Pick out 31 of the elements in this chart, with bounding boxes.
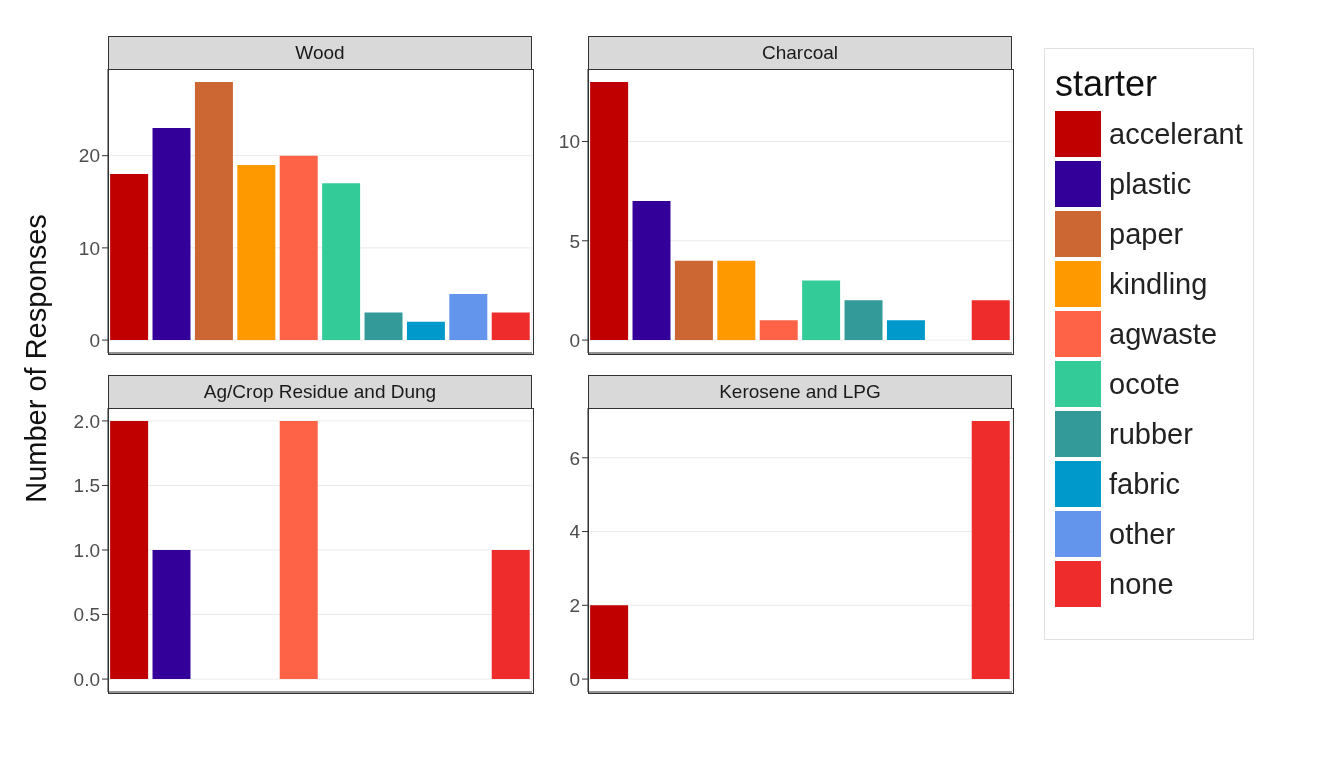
legend-label: plastic [1109,167,1192,201]
y-tick-label: 0.5 [73,604,100,626]
y-tick-label: 6 [569,447,580,469]
y-tick-label: 0 [569,329,580,351]
legend-label: fabric [1109,467,1180,501]
y-tick-label: 10 [78,237,100,259]
legend-label: ocote [1109,367,1180,401]
chart-title: Kerosene and LPG [588,375,1012,408]
y-tick-label: 10 [558,131,580,153]
y-tick-label: 1.5 [73,475,100,497]
chart-title: Charcoal [588,36,1012,69]
y-tick-label: 0.0 [73,668,100,690]
y-tick-label: 4 [569,521,581,543]
legend-title: starter [1055,63,1159,105]
y-tick-label: 0 [569,668,580,690]
legend-label: paper [1109,217,1184,251]
chart-title: Ag/Crop Residue and Dung [108,375,532,408]
legend-label: rubber [1109,417,1193,451]
y-tick-label: 2.0 [73,410,100,432]
y-tick-label: 0 [89,329,100,351]
y-axis-title: Number of Responses [19,213,53,503]
y-tick-label: 1.0 [73,539,100,561]
legend-label: agwaste [1109,317,1218,351]
y-tick-label: 5 [569,230,580,252]
y-tick-label: 20 [78,145,100,167]
legend-label: none [1109,567,1174,601]
legend-label: accelerant [1109,117,1243,151]
chart-title: Wood [108,36,532,69]
legend-label: kindling [1109,267,1208,301]
y-tick-label: 2 [569,595,580,617]
legend-label: other [1109,517,1176,551]
